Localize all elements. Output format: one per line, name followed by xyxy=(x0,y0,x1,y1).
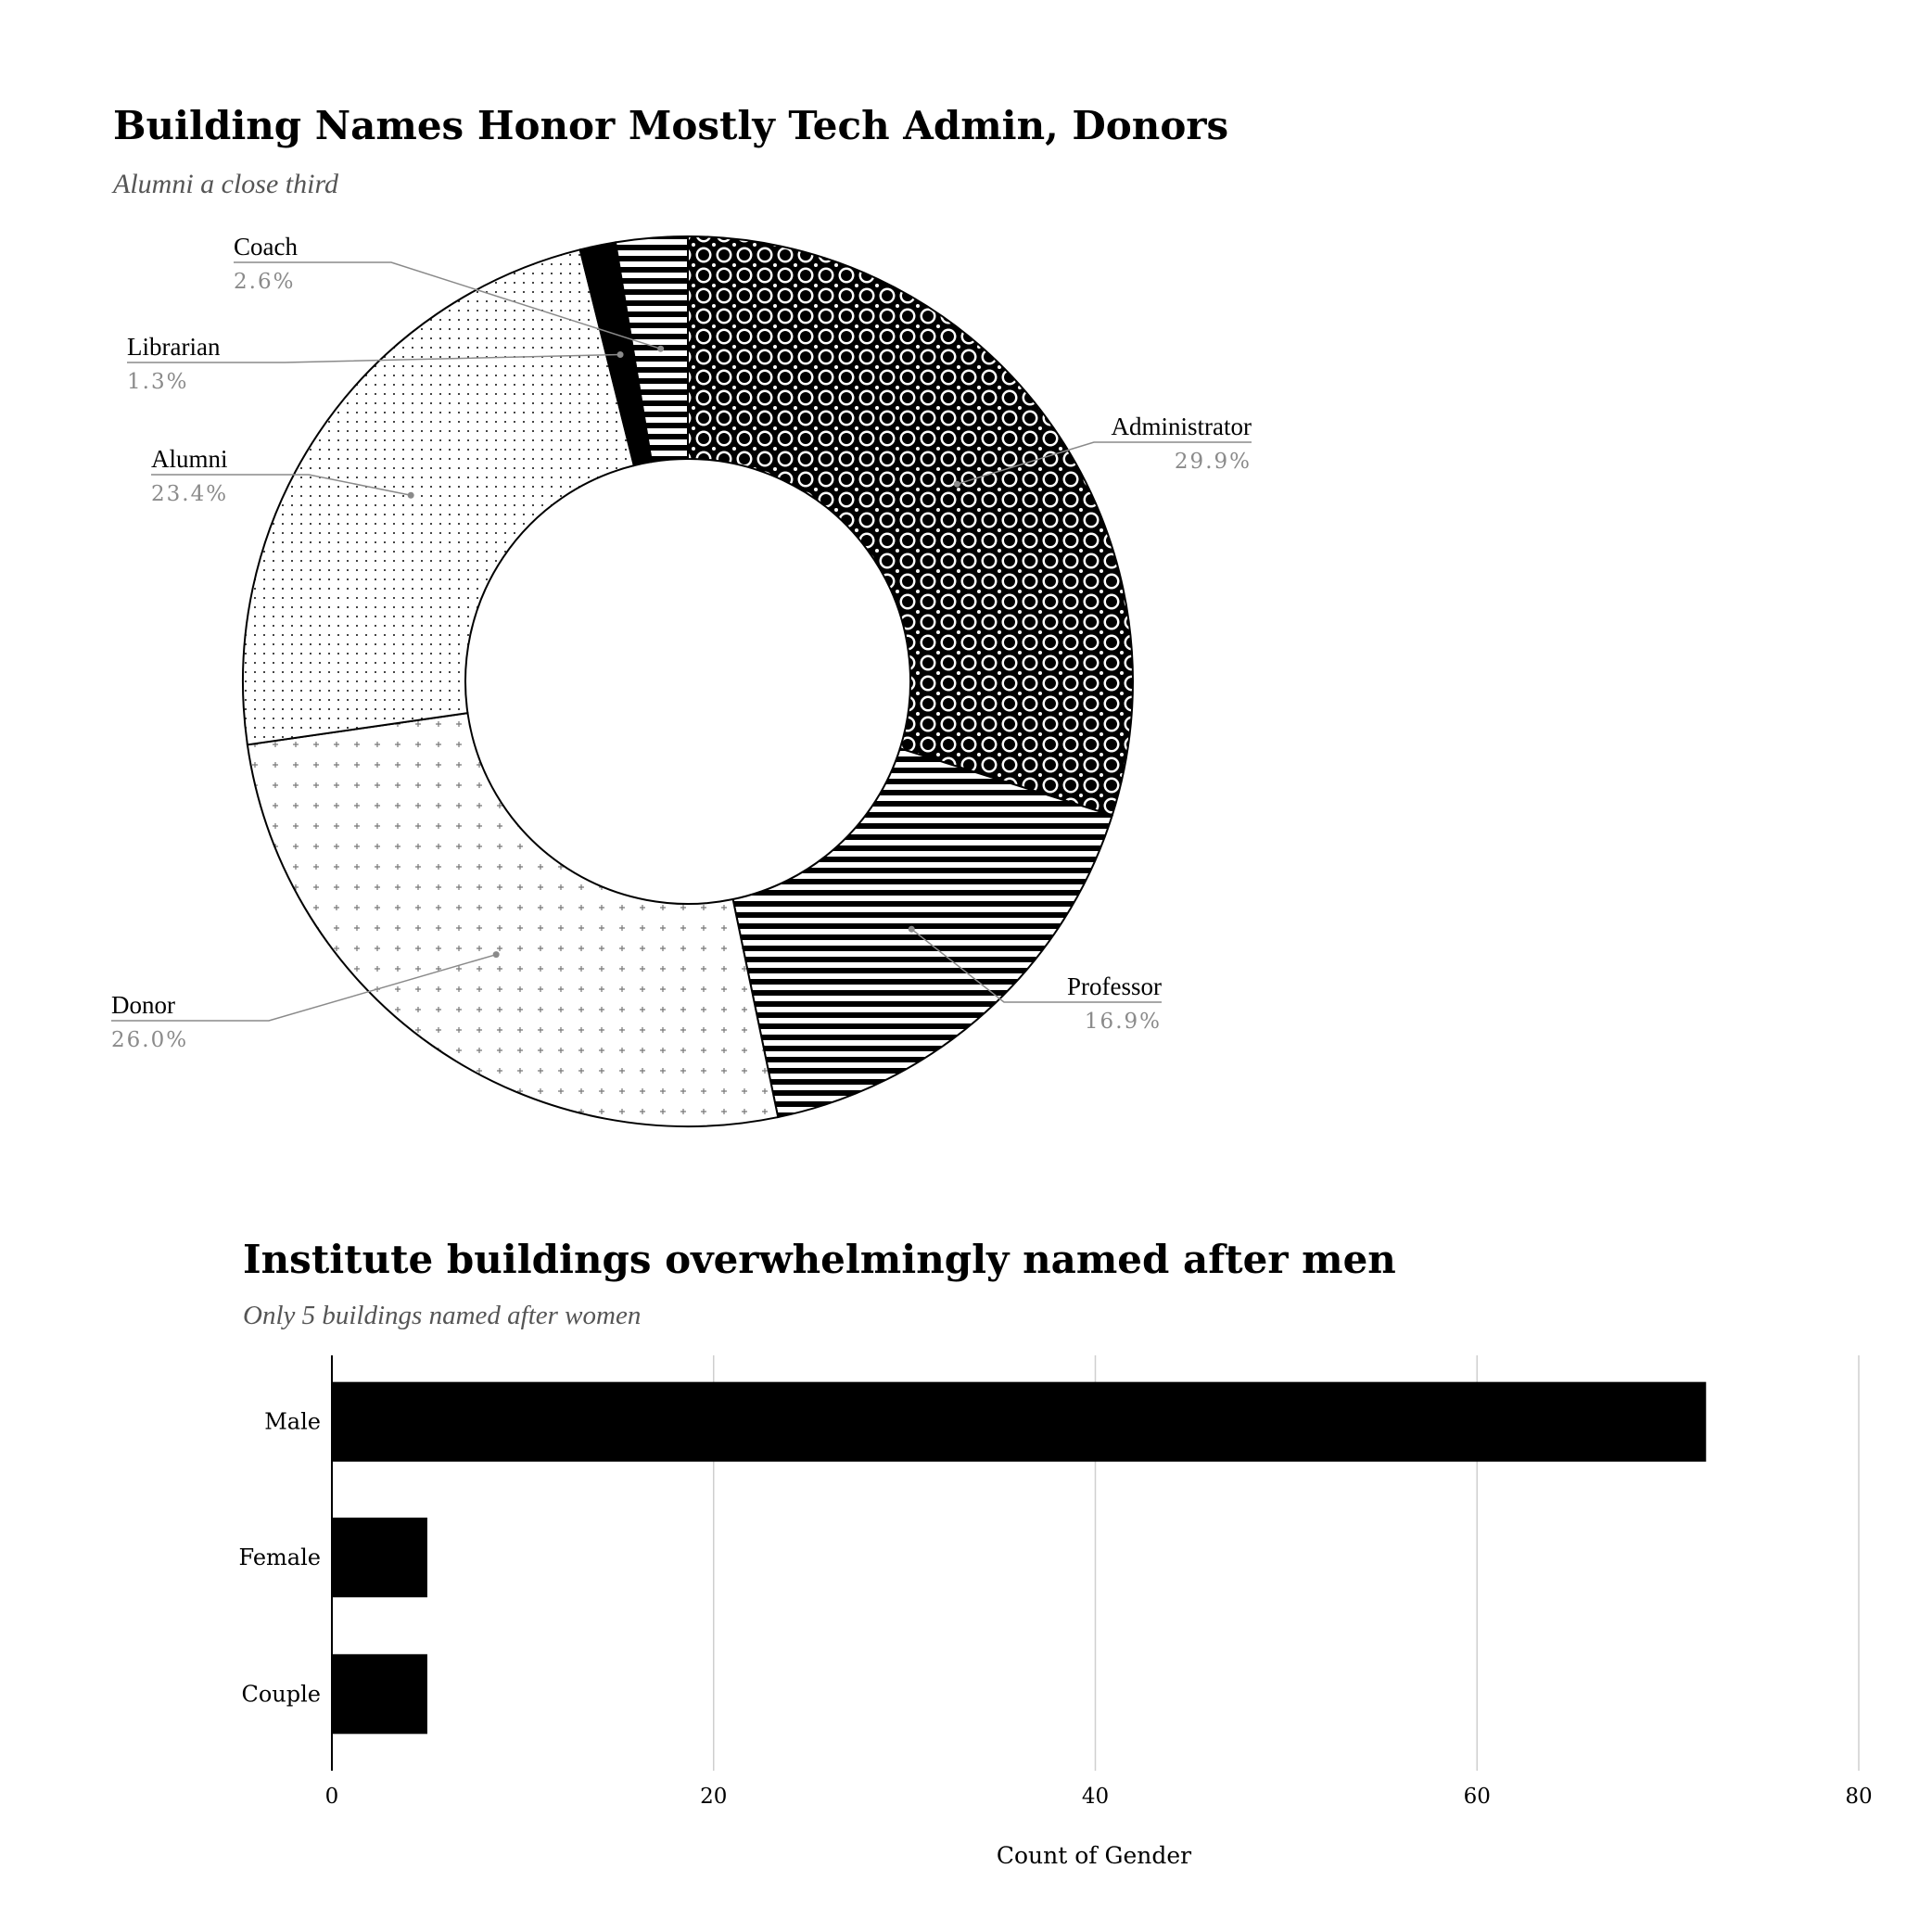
donut-leader-coach xyxy=(234,261,661,350)
donut-leader-dot-alumni xyxy=(407,491,414,499)
donut-percent-librarian: 1.3% xyxy=(127,370,188,394)
donut-slice-alumni xyxy=(242,248,636,746)
donut-leader-professor xyxy=(910,928,1162,1003)
bar-subtitle: Only 5 buildings named after women xyxy=(243,1301,641,1330)
bar-tick-label-0: 0 xyxy=(325,1785,339,1809)
donut-subtitle: Alumni a close third xyxy=(111,169,339,199)
donut-leader-librarian xyxy=(127,353,621,363)
bar-bars xyxy=(332,1381,1707,1735)
donut-leader-alumni xyxy=(151,474,412,496)
donut-label-donor: Donor xyxy=(111,991,175,1019)
bar-category-couple: Couple xyxy=(241,1681,321,1707)
donut-slice-donor xyxy=(246,712,780,1127)
bar-tick-labels: 0 20 40 60 80 xyxy=(325,1785,1873,1809)
donut-label-professor: Professor xyxy=(1067,972,1162,1000)
donut-percent-coach: 2.6% xyxy=(234,270,295,294)
donut-percent-alumni: 23.4% xyxy=(151,482,228,506)
donut-chart: Building Names Honor Mostly Tech Admin, … xyxy=(111,103,1252,1127)
donut-slice-administrator xyxy=(687,235,1134,817)
bar-tick-label-20: 20 xyxy=(700,1785,727,1809)
donut-labels: Administrator 29.9% Professor 16.9% Donor 26.… xyxy=(111,233,1252,1052)
bar-male xyxy=(332,1381,1707,1462)
donut-slices xyxy=(242,235,1134,1127)
donut-label-administrator: Administrator xyxy=(1112,413,1252,440)
bar-category-female: Female xyxy=(239,1544,322,1570)
donut-leader-dot-librarian xyxy=(616,350,624,358)
bar-category-male: Male xyxy=(264,1409,321,1435)
bar-couple xyxy=(332,1654,427,1735)
bar-tick-label-80: 80 xyxy=(1845,1785,1872,1809)
donut-label-alumni: Alumni xyxy=(151,445,228,473)
donut-label-librarian: Librarian xyxy=(127,333,221,361)
bar-female xyxy=(332,1518,427,1597)
bar-chart: Institute buildings overwhelmingly named… xyxy=(239,1237,1873,1869)
donut-leader-dot-professor xyxy=(908,925,915,933)
donut-leader-dot-coach xyxy=(657,345,665,352)
donut-percent-administrator: 29.9% xyxy=(1175,450,1252,474)
bar-category-labels: Male Female Couple xyxy=(239,1409,322,1708)
donut-leader-dot-administrator xyxy=(953,480,960,488)
donut-leader-donor xyxy=(111,953,497,1022)
donut-percent-donor: 26.0% xyxy=(111,1028,188,1052)
bar-tick-label-40: 40 xyxy=(1082,1785,1109,1809)
bar-x-axis-label: Count of Gender xyxy=(997,1842,1191,1869)
donut-slice-coach xyxy=(614,235,689,464)
donut-title: Building Names Honor Mostly Tech Admin, … xyxy=(113,103,1228,148)
bar-title: Institute buildings overwhelmingly named… xyxy=(243,1237,1396,1282)
donut-percent-professor: 16.9% xyxy=(1085,1010,1162,1034)
donut-leader-administrator xyxy=(957,441,1252,485)
donut-leader-dot-donor xyxy=(492,951,500,959)
bar-tick-label-60: 60 xyxy=(1464,1785,1491,1809)
donut-label-coach: Coach xyxy=(234,233,298,261)
donut-slice-professor xyxy=(731,747,1113,1119)
